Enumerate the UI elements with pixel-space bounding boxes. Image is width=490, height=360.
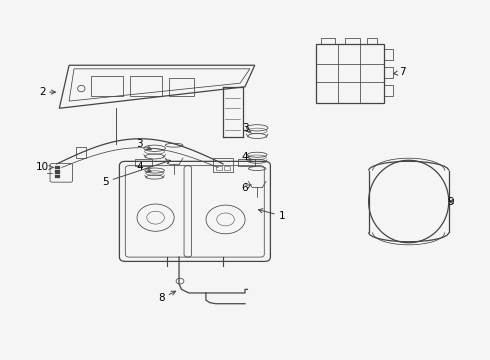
Bar [169,78,194,96]
Text: 2: 2 [39,87,55,97]
Text: 3: 3 [137,139,151,150]
Bar [384,49,393,60]
Bar [76,147,86,158]
Bar [321,39,335,44]
Bar [130,76,162,96]
Bar [384,85,393,96]
Bar [213,158,233,172]
Bar [224,166,230,170]
Bar [91,76,123,96]
Text: 1: 1 [259,209,285,221]
Bar [55,166,60,169]
Text: 4: 4 [137,162,151,172]
Bar [316,44,384,103]
Text: 4: 4 [242,152,251,162]
Text: 5: 5 [102,160,171,187]
Text: 10: 10 [36,162,53,172]
Bar [55,175,60,178]
Bar [345,39,360,44]
Text: 9: 9 [447,197,454,207]
Text: 8: 8 [159,291,175,303]
Bar [216,166,222,170]
Bar [384,67,393,78]
Bar [238,159,255,166]
Text: 7: 7 [393,67,406,77]
Bar [367,39,377,44]
Bar [135,159,152,166]
Text: 3: 3 [242,123,251,133]
Text: 6: 6 [242,183,251,193]
Bar [55,170,60,174]
